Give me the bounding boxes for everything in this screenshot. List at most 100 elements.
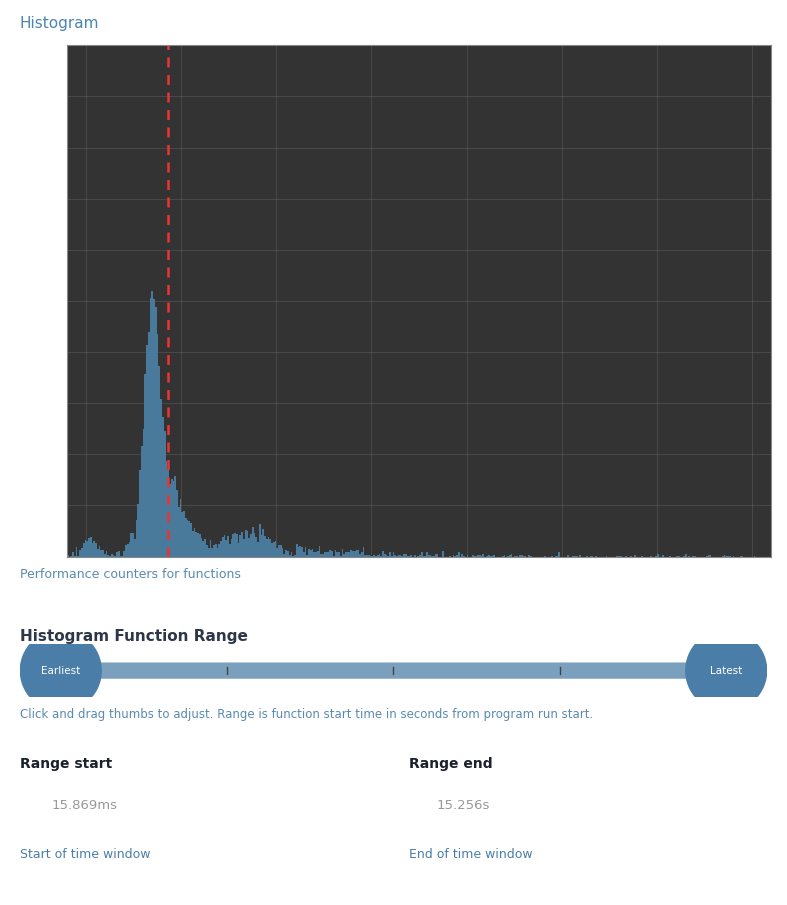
Bar (121, 556, 124, 557)
Bar (354, 551, 356, 557)
Text: Start of time window: Start of time window (20, 848, 150, 861)
Bar (616, 556, 618, 557)
Bar (157, 334, 158, 557)
Bar (391, 556, 393, 557)
Text: End of time window: End of time window (409, 848, 533, 861)
Bar (111, 554, 113, 557)
Bar (586, 556, 588, 557)
Bar (282, 548, 283, 557)
Bar (253, 533, 255, 557)
Bar (361, 552, 363, 557)
X-axis label: Duration (seconds): Duration (seconds) (360, 581, 478, 595)
Bar (525, 556, 527, 557)
Bar (676, 556, 678, 557)
Bar (209, 540, 211, 557)
Bar (206, 546, 208, 557)
Bar (475, 556, 477, 557)
Bar (349, 552, 350, 557)
Bar (356, 550, 357, 557)
Bar (678, 556, 680, 557)
Bar (67, 555, 68, 557)
Text: Latest: Latest (710, 665, 742, 676)
Bar (393, 552, 394, 557)
Bar (342, 549, 343, 557)
Bar (662, 555, 664, 557)
Bar (109, 556, 111, 557)
Bar (84, 540, 87, 557)
Bar (72, 552, 74, 557)
Bar (87, 541, 88, 557)
Bar (544, 556, 546, 557)
Bar (511, 554, 512, 557)
Bar (516, 556, 518, 557)
Bar (507, 556, 509, 557)
Bar (292, 556, 294, 557)
Bar (280, 546, 282, 557)
Bar (424, 556, 426, 557)
Bar (94, 541, 95, 557)
Bar (70, 556, 72, 557)
Bar (322, 554, 324, 557)
Bar (509, 555, 511, 557)
Bar (266, 539, 268, 557)
Bar (454, 556, 456, 557)
Bar (350, 550, 352, 557)
Bar (417, 556, 419, 557)
Bar (382, 551, 384, 557)
Bar (259, 524, 260, 557)
Ellipse shape (685, 630, 767, 711)
Bar (472, 555, 474, 557)
Bar (669, 556, 671, 557)
Bar (139, 470, 141, 557)
Bar (453, 555, 454, 557)
Bar (625, 556, 627, 557)
Bar (694, 556, 696, 557)
Bar (657, 554, 659, 557)
Bar (268, 538, 269, 557)
Bar (229, 544, 231, 557)
Bar (313, 552, 315, 557)
Bar (283, 554, 285, 557)
Bar (754, 556, 756, 557)
Bar (81, 548, 83, 557)
Bar (74, 556, 76, 557)
Bar (394, 555, 396, 557)
Bar (124, 551, 125, 557)
Bar (366, 555, 368, 557)
Bar (168, 469, 169, 557)
Bar (224, 535, 225, 557)
Bar (407, 556, 408, 557)
Bar (285, 550, 287, 557)
Bar (458, 552, 460, 557)
Bar (205, 539, 206, 557)
Bar (90, 538, 91, 557)
Bar (83, 543, 84, 557)
Bar (683, 556, 685, 557)
Bar (528, 555, 530, 557)
Bar (634, 555, 636, 557)
Bar (116, 552, 118, 557)
Bar (181, 511, 183, 557)
Y-axis label: Function calls: Function calls (20, 258, 32, 344)
Bar (243, 539, 245, 557)
Bar (347, 552, 349, 557)
Bar (486, 556, 488, 557)
Bar (176, 491, 178, 557)
Bar (135, 519, 138, 557)
Bar (169, 484, 171, 557)
Bar (171, 479, 172, 557)
Bar (368, 555, 370, 557)
Bar (551, 556, 553, 557)
Bar (437, 554, 438, 557)
Bar (132, 533, 134, 557)
Bar (275, 541, 276, 557)
Bar (162, 417, 164, 557)
Bar (710, 555, 711, 557)
Bar (567, 555, 569, 557)
Bar (334, 550, 336, 557)
Bar (490, 556, 491, 557)
Bar (190, 523, 192, 557)
Bar (740, 556, 741, 557)
Bar (76, 548, 77, 557)
Bar (235, 533, 236, 557)
